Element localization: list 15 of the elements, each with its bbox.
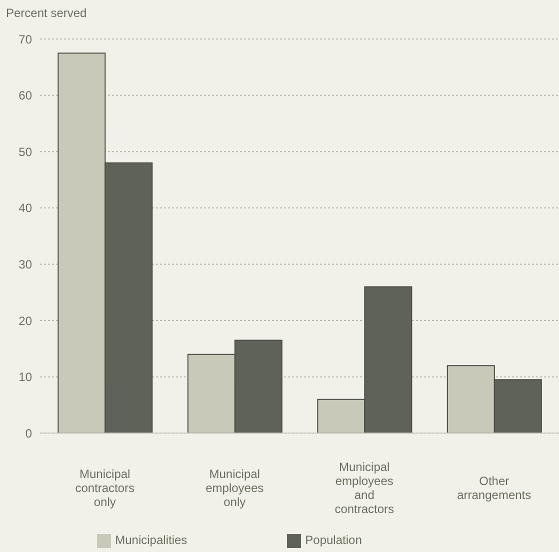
legend-label: Municipalities: [115, 533, 188, 548]
y-tick-label: 30: [18, 258, 32, 272]
x-tick-label: Other arrangements: [457, 474, 532, 502]
legend-label: Population: [305, 533, 362, 548]
x-tick-label: Municipal contractors only: [75, 467, 135, 510]
y-tick-label: 20: [18, 314, 32, 328]
x-tick-label: Municipal employees and contractors: [334, 460, 394, 516]
y-tick-label: 10: [18, 370, 32, 384]
y-tick-label: 70: [18, 32, 32, 46]
y-tick-label: 60: [18, 88, 32, 103]
y-tick-label: 40: [18, 201, 32, 216]
y-axis-title: Percent served: [6, 6, 87, 20]
y-tick-label: 50: [18, 144, 32, 159]
y-tick-label: 0: [25, 426, 32, 440]
x-tick-label: Municipal employees only: [206, 467, 264, 510]
